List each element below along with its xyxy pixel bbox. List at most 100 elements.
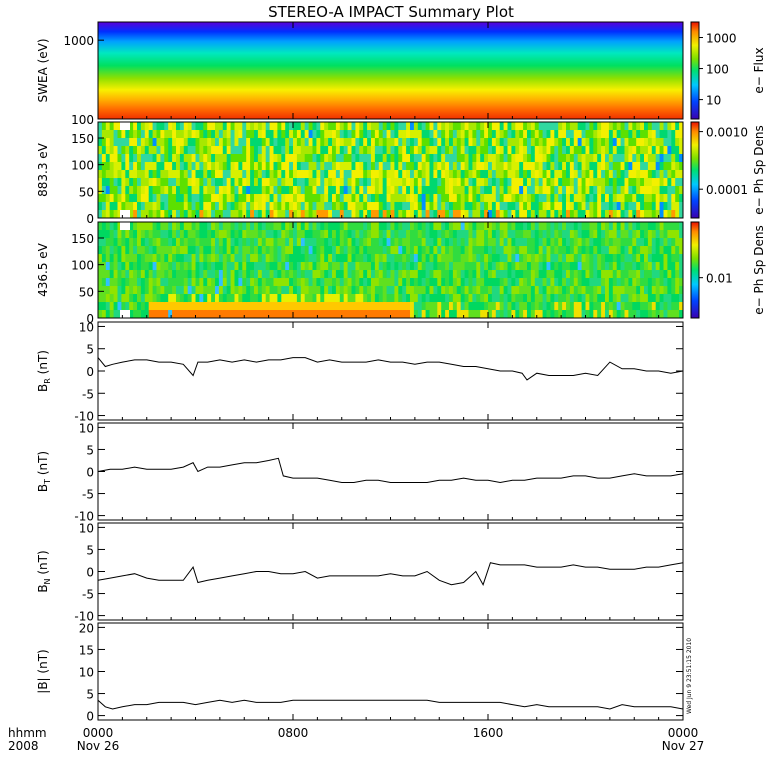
pad436-cell xyxy=(293,310,298,319)
pad436-cell xyxy=(382,286,387,295)
pad883-cell xyxy=(246,210,251,219)
pad883-cell xyxy=(371,178,376,187)
pad436-cell xyxy=(616,286,621,295)
pad883-cell xyxy=(445,194,450,203)
pad436-cell xyxy=(667,270,672,279)
pad436-colorbar-tick-label: 0.01 xyxy=(706,272,733,286)
pad883-cell xyxy=(679,130,684,139)
pad436-cell xyxy=(390,238,395,247)
pad883-cell xyxy=(538,146,543,155)
pad436-cell xyxy=(328,302,333,311)
pad883-cell xyxy=(335,210,341,219)
pad436-cell xyxy=(558,278,563,287)
pad883-cell xyxy=(644,210,649,219)
pad436-cell xyxy=(554,286,559,295)
pad436-cell xyxy=(187,302,192,311)
pad436-cell xyxy=(620,278,625,287)
pad436-cell xyxy=(675,222,680,231)
pad436-cell xyxy=(339,278,345,287)
pad436-cell xyxy=(566,238,571,247)
pad436-cell xyxy=(558,238,563,247)
pad436-cell xyxy=(144,230,150,239)
pad436-cell xyxy=(398,246,403,255)
pad883-cell xyxy=(269,122,274,131)
pad436-cell xyxy=(589,310,594,319)
pad883-cell xyxy=(211,202,216,211)
pad436-cell xyxy=(179,302,185,311)
pad436-cell xyxy=(121,278,126,287)
pad436-cell xyxy=(495,262,501,271)
pad883-cell xyxy=(156,170,161,179)
pad883-cell xyxy=(437,122,442,131)
pad436-cell xyxy=(332,302,337,311)
pad436-cell xyxy=(667,262,672,271)
pad883-cell xyxy=(620,130,625,139)
pad883-cell xyxy=(456,178,462,187)
pad436-cell xyxy=(546,222,551,231)
pad883-cell xyxy=(640,170,645,179)
pad436-cell xyxy=(640,302,645,311)
pad436-cell xyxy=(488,254,493,263)
pad883-cell xyxy=(296,122,302,131)
pad883-cell xyxy=(226,178,231,187)
pad436-cell xyxy=(542,310,547,319)
pad883-cell xyxy=(238,186,243,195)
pad883-cell xyxy=(254,130,259,139)
pad883-cell xyxy=(261,138,267,147)
pad436-ytick-label: 50 xyxy=(79,285,94,299)
pad436-cell xyxy=(105,278,111,287)
pad436-cell xyxy=(612,294,618,303)
pad883-cell xyxy=(199,194,204,203)
pad436-cell xyxy=(300,270,306,279)
pad883-cell xyxy=(308,122,313,131)
pad883-cell xyxy=(367,122,372,131)
pad436-cell xyxy=(234,270,239,279)
pad883-cell xyxy=(616,130,621,139)
pad883-cell xyxy=(117,210,122,219)
pad436-cell xyxy=(176,286,181,295)
pad883-cell xyxy=(644,138,649,147)
pad436-cell xyxy=(636,270,641,279)
pad883-cell xyxy=(460,170,465,179)
pad883-cell xyxy=(659,194,664,203)
pad436-cell xyxy=(265,270,270,279)
pad883-cell xyxy=(484,202,489,211)
pad436-cell xyxy=(332,286,337,295)
pad436-cell xyxy=(495,222,501,231)
pad883-cell xyxy=(172,122,177,131)
pad436-cell xyxy=(261,294,267,303)
pad883-cell xyxy=(495,210,501,219)
pad883-cell xyxy=(191,146,196,155)
pad883-cell xyxy=(616,154,621,163)
bn-trace xyxy=(97,562,684,586)
pad436-cell xyxy=(538,254,543,263)
pad436-cell xyxy=(335,254,341,263)
pad436-cell xyxy=(285,270,290,279)
pad436-cell xyxy=(464,238,469,247)
pad883-cell xyxy=(296,146,302,155)
bt-ytick-label: -10 xyxy=(74,510,94,524)
pad436-cell xyxy=(581,230,586,239)
pad883-cell xyxy=(542,186,547,195)
pad883-cell xyxy=(203,170,208,179)
pad436-cell xyxy=(488,222,493,231)
pad436-cell xyxy=(296,286,302,295)
pad883-cell xyxy=(332,162,337,171)
pad436-cell xyxy=(250,222,255,231)
pad883-cell xyxy=(398,130,403,139)
pad883-cell xyxy=(577,122,582,131)
pad436-cell xyxy=(495,278,501,287)
pad883-cell xyxy=(585,202,590,211)
pad436-cell xyxy=(382,222,387,231)
pad883-cell xyxy=(386,202,391,211)
pad883-cell xyxy=(659,154,664,163)
pad883-cell xyxy=(207,154,212,163)
pad883-cell xyxy=(261,170,267,179)
pad883-cell xyxy=(527,138,532,147)
pad883-cell xyxy=(211,162,216,171)
pad436-cell xyxy=(254,254,259,263)
pad883-cell xyxy=(113,170,118,179)
pad883-cell xyxy=(413,186,419,195)
pad883-cell xyxy=(394,138,399,147)
pad883-cell xyxy=(679,178,684,187)
